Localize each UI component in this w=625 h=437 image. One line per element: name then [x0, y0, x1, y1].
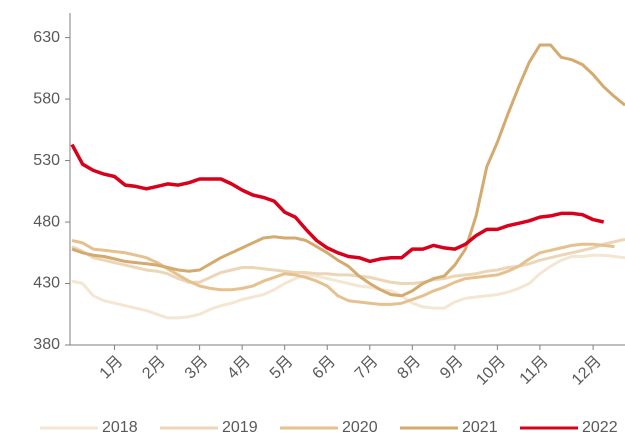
x-tick-label: 9月 [437, 353, 467, 383]
y-tick-label: 530 [33, 152, 60, 169]
y-tick-label: 480 [33, 213, 60, 230]
legend-label: 2019 [222, 419, 258, 436]
x-tick-label: 2月 [139, 353, 169, 383]
line-series [71, 237, 625, 285]
line-series [71, 253, 625, 320]
y-tick-label: 580 [33, 90, 60, 107]
x-tick-label: 5月 [267, 353, 297, 383]
legend-label: 2018 [102, 419, 138, 436]
y-tick-label: 380 [33, 336, 60, 353]
legend-label: 2021 [462, 419, 498, 436]
y-tick-label: 430 [33, 275, 60, 292]
line-series [70, 143, 605, 264]
x-tick-label: 12月 [569, 353, 605, 389]
x-tick-label: 7月 [352, 353, 382, 383]
x-tick-label: 8月 [394, 353, 424, 383]
x-tick-label: 1月 [97, 353, 127, 383]
legend-label: 2020 [342, 419, 378, 436]
line-series [71, 239, 615, 306]
y-tick-label: 630 [33, 29, 60, 46]
x-tick-label: 10月 [473, 353, 509, 389]
legend-label: 2022 [582, 419, 618, 436]
x-tick-label: 6月 [309, 353, 339, 383]
x-tick-label: 3月 [182, 353, 212, 383]
line-series [71, 43, 625, 298]
x-tick-label: 11月 [517, 353, 552, 388]
x-tick-label: 4月 [224, 353, 254, 383]
